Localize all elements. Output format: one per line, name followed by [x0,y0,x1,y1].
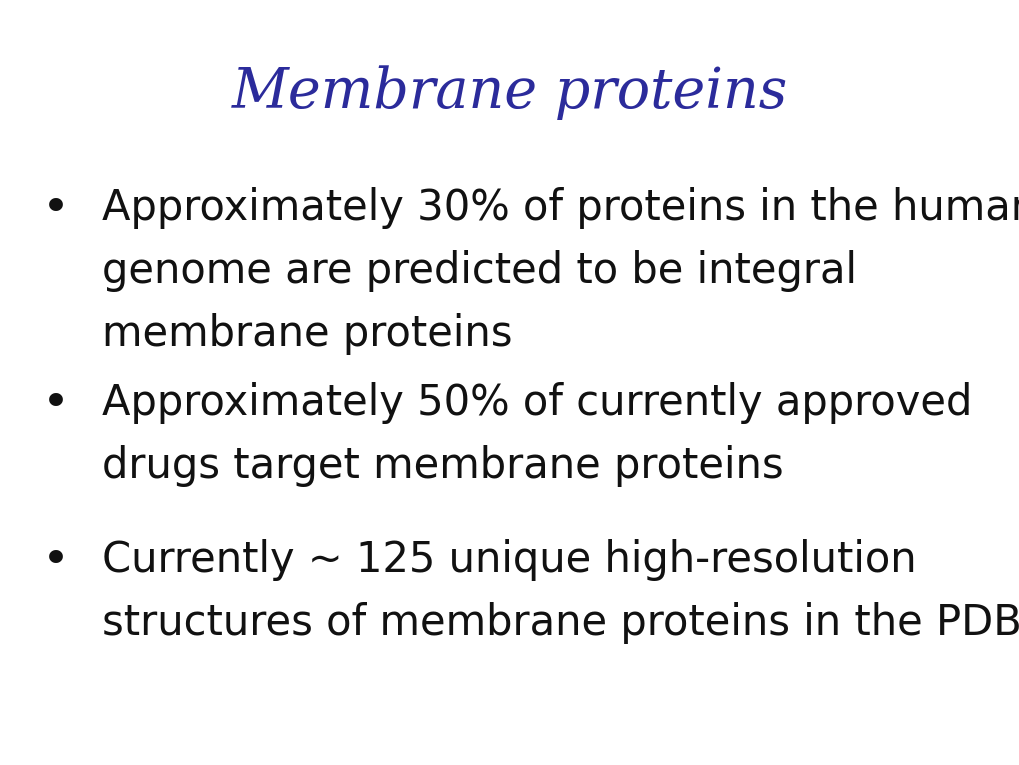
Text: Currently ~ 125 unique high-resolution: Currently ~ 125 unique high-resolution [102,539,916,581]
Text: membrane proteins: membrane proteins [102,313,512,355]
Text: •: • [42,539,70,584]
Text: Approximately 50% of currently approved: Approximately 50% of currently approved [102,382,971,425]
Text: drugs target membrane proteins: drugs target membrane proteins [102,445,783,487]
Text: Membrane proteins: Membrane proteins [231,65,788,120]
Text: •: • [42,187,70,233]
Text: •: • [42,382,70,428]
Text: structures of membrane proteins in the PDB: structures of membrane proteins in the P… [102,602,1019,644]
Text: genome are predicted to be integral: genome are predicted to be integral [102,250,856,292]
Text: Approximately 30% of proteins in the human: Approximately 30% of proteins in the hum… [102,187,1019,229]
